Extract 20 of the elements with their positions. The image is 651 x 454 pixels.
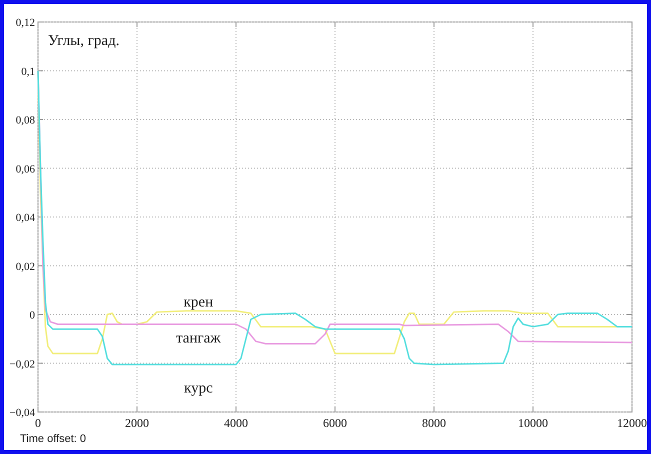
y-tick-label: −0,04 — [10, 407, 36, 419]
series-label: тангаж — [176, 330, 222, 346]
y-tick-label: 0,06 — [16, 163, 36, 176]
y-tick-label: 0 — [30, 310, 36, 322]
y-tick-label: 0,02 — [16, 260, 35, 273]
y-tick-label: 0,12 — [16, 17, 35, 29]
x-tick-label: 4000 — [224, 416, 248, 430]
x-tick-label: 6000 — [323, 416, 347, 430]
y-tick-label: −0,02 — [10, 358, 35, 370]
y-tick-label: 0,04 — [16, 212, 36, 224]
x-tick-label: 12000 — [617, 416, 647, 430]
series-label: крен — [184, 294, 214, 310]
x-tick-label: 10000 — [518, 416, 548, 430]
series-label: курс — [184, 380, 214, 396]
x-tick-label: 2000 — [125, 416, 149, 430]
x-tick-label: 8000 — [422, 416, 446, 430]
text: Time offset: 0 — [20, 433, 86, 445]
text: Углы, град. — [48, 33, 120, 49]
y-tick-label: 0,1 — [21, 66, 35, 78]
y-tick-label: 0,08 — [16, 114, 36, 126]
